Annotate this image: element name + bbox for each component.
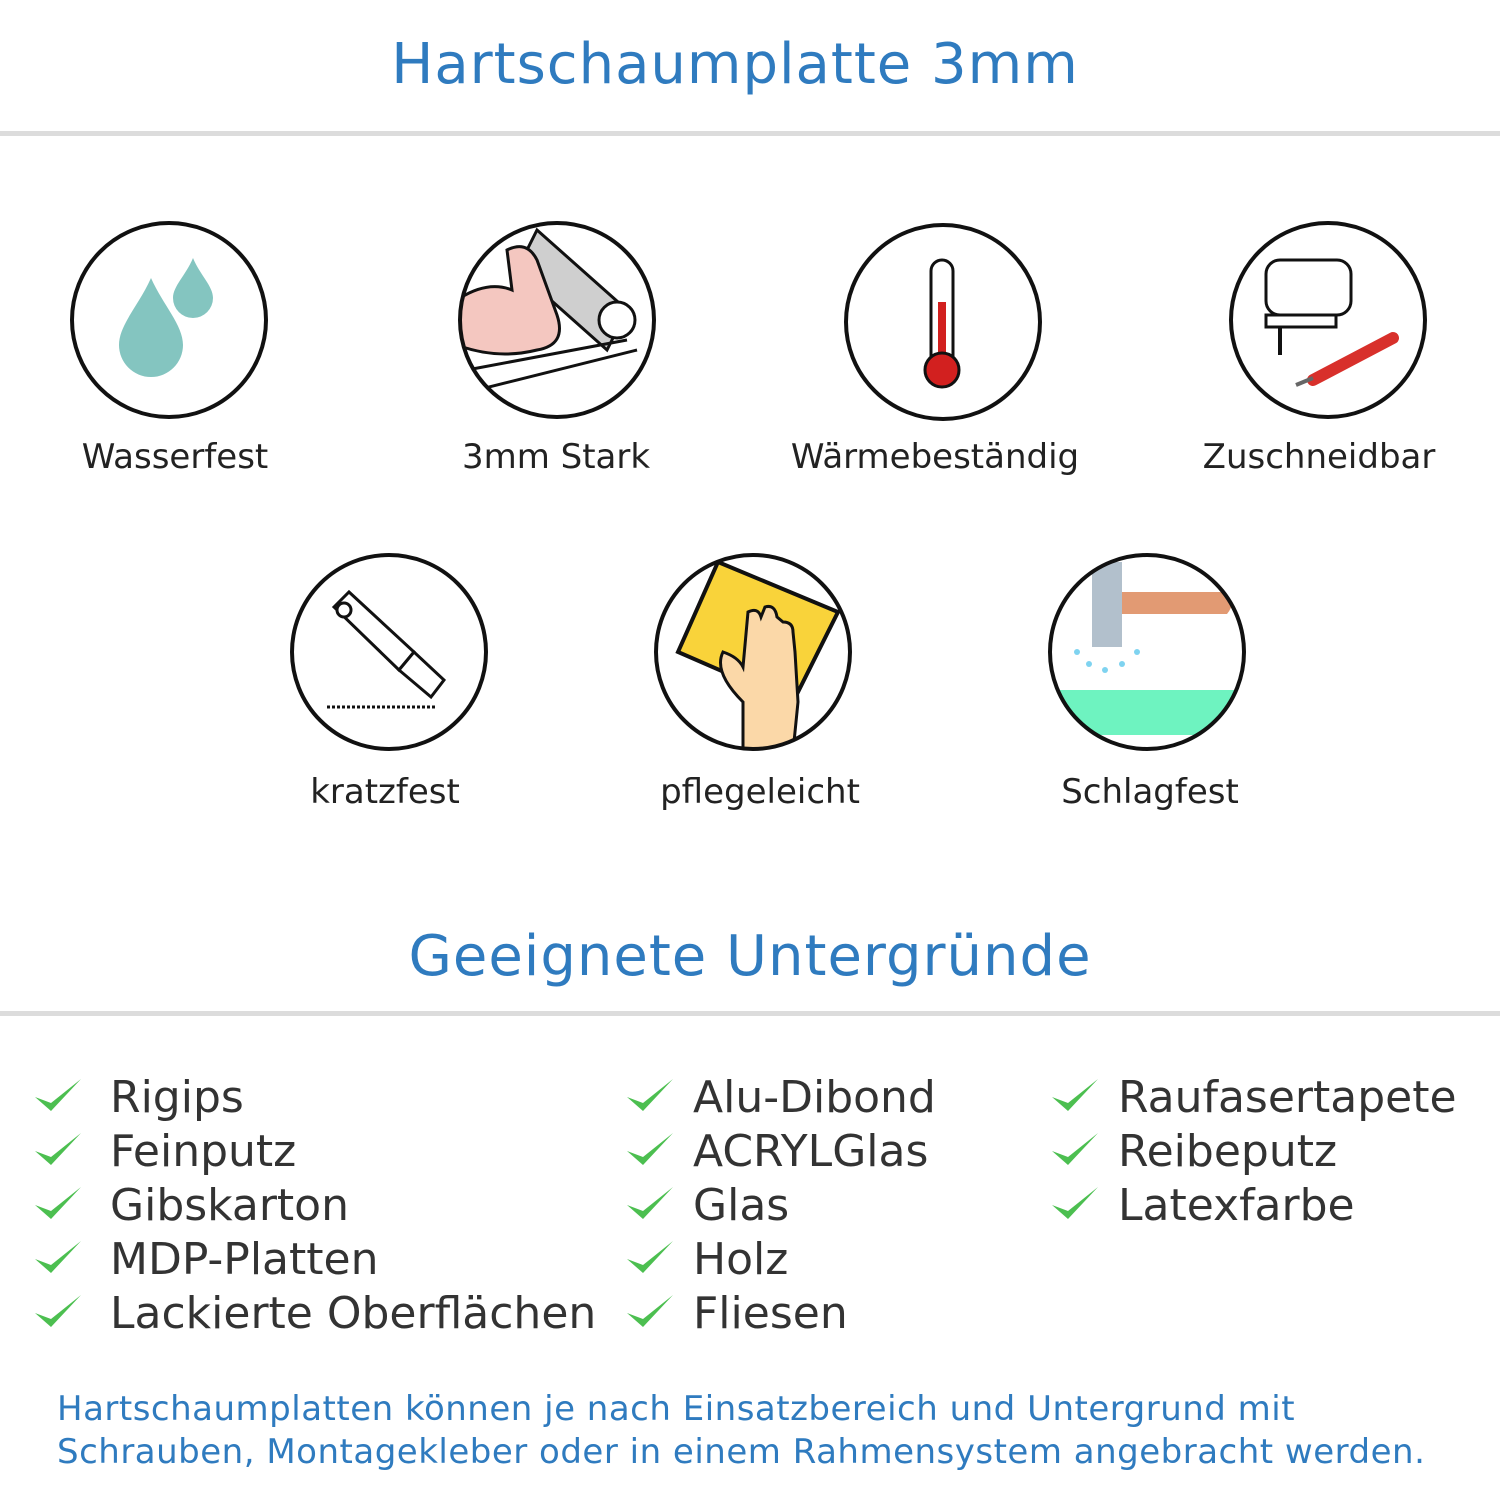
check-icon bbox=[35, 1241, 81, 1273]
surface-label: Fliesen bbox=[693, 1287, 848, 1339]
surface-item: Lackierte Oberflächen bbox=[33, 1286, 596, 1340]
surface-item: Feinputz bbox=[33, 1124, 596, 1178]
thermometer-icon bbox=[844, 223, 1042, 421]
surface-item: ACRYLGlas bbox=[625, 1124, 936, 1178]
surface-item: Gibskarton bbox=[33, 1178, 596, 1232]
water-drops-icon bbox=[70, 221, 268, 419]
check-icon bbox=[1052, 1133, 1098, 1165]
strong-arm-icon bbox=[458, 221, 656, 419]
check-icon bbox=[35, 1133, 81, 1165]
surface-label: Gibskarton bbox=[110, 1179, 349, 1231]
check-icon bbox=[1052, 1187, 1098, 1219]
surface-label: Reibeputz bbox=[1118, 1125, 1338, 1177]
surface-label: Feinputz bbox=[110, 1125, 297, 1177]
surface-label: Raufasertapete bbox=[1118, 1071, 1457, 1123]
feature-label: kratzfest bbox=[310, 772, 460, 812]
page-title: Hartschaumplatte 3mm bbox=[391, 32, 1079, 97]
surface-list-1: Rigips Feinputz Gibskarton MDP-Platten Lacki… bbox=[33, 1070, 596, 1340]
surface-item: Latexfarbe bbox=[1050, 1178, 1457, 1232]
surface-list-2: Alu-Dibond ACRYLGlas Glas Holz Fliesen bbox=[625, 1070, 936, 1340]
cutter-knife-icon bbox=[290, 553, 488, 751]
cleaning-sponge-icon bbox=[654, 553, 852, 751]
surface-item: Holz bbox=[625, 1232, 936, 1286]
feature-label: pflegeleicht bbox=[660, 772, 860, 812]
surface-label: ACRYLGlas bbox=[693, 1125, 929, 1177]
surface-item: Glas bbox=[625, 1178, 936, 1232]
surface-label: MDP-Platten bbox=[110, 1233, 379, 1285]
surface-list-3: Raufasertapete Reibeputz Latexfarbe bbox=[1050, 1070, 1457, 1232]
feature-label: Schlagfest bbox=[1061, 772, 1239, 812]
jigsaw-icon bbox=[1229, 221, 1427, 419]
footer-line: Schrauben, Montagekleber oder in einem R… bbox=[57, 1432, 1426, 1472]
divider bbox=[0, 1011, 1500, 1016]
footer-note: Hartschaumplatten können je nach Einsatz… bbox=[57, 1388, 1425, 1474]
surface-item: Rigips bbox=[33, 1070, 596, 1124]
surface-item: Alu-Dibond bbox=[625, 1070, 936, 1124]
surface-item: MDP-Platten bbox=[33, 1232, 596, 1286]
feature-label: Wasserfest bbox=[81, 437, 269, 477]
feature-label: 3mm Stark bbox=[461, 437, 651, 477]
hammer-icon bbox=[1048, 553, 1246, 751]
feature-label: Wärmebeständig bbox=[790, 437, 1080, 477]
check-icon bbox=[1052, 1079, 1098, 1111]
surface-item: Reibeputz bbox=[1050, 1124, 1457, 1178]
check-icon bbox=[627, 1241, 673, 1273]
surface-label: Holz bbox=[693, 1233, 789, 1285]
surface-item: Raufasertapete bbox=[1050, 1070, 1457, 1124]
divider bbox=[0, 131, 1500, 136]
check-icon bbox=[627, 1133, 673, 1165]
surface-label: Alu-Dibond bbox=[693, 1071, 936, 1123]
surface-label: Lackierte Oberflächen bbox=[110, 1287, 597, 1339]
footer-line: Hartschaumplatten können je nach Einsatz… bbox=[57, 1389, 1296, 1429]
feature-label: Zuschneidbar bbox=[1202, 437, 1436, 477]
section-title: Geeignete Untergründe bbox=[408, 924, 1092, 989]
check-icon bbox=[627, 1079, 673, 1111]
surface-label: Rigips bbox=[110, 1071, 244, 1123]
surface-item: Fliesen bbox=[625, 1286, 936, 1340]
check-icon bbox=[35, 1295, 81, 1327]
check-icon bbox=[35, 1079, 81, 1111]
surface-label: Glas bbox=[693, 1179, 790, 1231]
check-icon bbox=[35, 1187, 81, 1219]
surface-label: Latexfarbe bbox=[1118, 1179, 1355, 1231]
check-icon bbox=[627, 1295, 673, 1327]
check-icon bbox=[627, 1187, 673, 1219]
